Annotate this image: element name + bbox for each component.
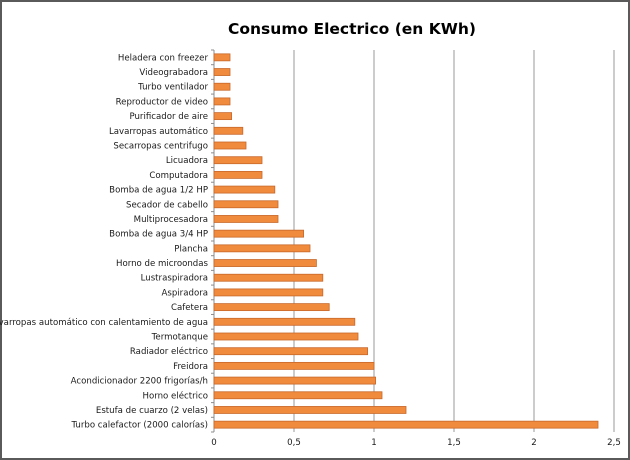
category-label: Plancha bbox=[174, 244, 208, 254]
category-label: Secarropas centrifugo bbox=[113, 142, 208, 152]
category-label: Lavarropas automático con calentamiento … bbox=[0, 318, 208, 328]
category-label: Horno eléctrico bbox=[143, 390, 209, 401]
bar bbox=[213, 317, 356, 326]
bar bbox=[213, 68, 231, 76]
category-label: Computadora bbox=[149, 171, 208, 181]
category-label: Bomba de agua 3/4 HP bbox=[109, 230, 208, 240]
bar bbox=[213, 200, 279, 209]
bar bbox=[213, 288, 324, 297]
category-label: Secador de cabello bbox=[126, 200, 208, 210]
bar bbox=[213, 82, 231, 91]
category-label: Horno de microondas bbox=[116, 259, 209, 269]
bar bbox=[213, 97, 231, 106]
x-tick-label: 1 bbox=[371, 438, 376, 448]
x-tick-label: 2,5 bbox=[607, 438, 621, 448]
bar bbox=[213, 406, 407, 414]
bar bbox=[213, 156, 263, 165]
category-label: Turbo calefactor (2000 calorías) bbox=[70, 421, 208, 431]
bar bbox=[213, 273, 324, 282]
x-axis-ticks: 0 0,5 1 1,5 2 2,5 bbox=[211, 438, 621, 448]
x-tick-label: 0,5 bbox=[287, 438, 301, 448]
category-label: Bomba de agua 1/2 HP bbox=[109, 186, 208, 196]
category-label: Aspiradora bbox=[161, 288, 208, 298]
bar bbox=[213, 170, 263, 179]
category-label: Acondicionador 2200 frigorías/h bbox=[71, 377, 208, 387]
category-label: Licuadora bbox=[166, 156, 208, 166]
bar bbox=[213, 303, 330, 312]
grid-lines bbox=[211, 49, 615, 433]
bar bbox=[213, 332, 359, 341]
bar bbox=[213, 141, 247, 150]
category-label: Heladera con freezer bbox=[118, 53, 209, 63]
bar bbox=[213, 185, 276, 194]
category-label: Videograbadora bbox=[139, 68, 208, 78]
category-label: Turbo ventilador bbox=[137, 83, 208, 93]
category-labels: Heladera con freezer Videograbadora Turbo … bbox=[0, 53, 209, 430]
bar bbox=[213, 112, 233, 121]
x-tick-label: 1,5 bbox=[447, 438, 461, 448]
bar bbox=[213, 215, 279, 223]
bar bbox=[213, 361, 375, 370]
bar bbox=[213, 391, 383, 400]
x-tick-label: 2 bbox=[531, 438, 536, 448]
category-label: Purificador de aire bbox=[129, 112, 208, 122]
bar bbox=[213, 376, 377, 385]
category-label: Lustraspiradora bbox=[141, 274, 208, 284]
category-label: Reproductor de video bbox=[116, 97, 208, 107]
bar bbox=[213, 347, 369, 356]
bar bbox=[213, 126, 244, 135]
category-label: Multiprocesadora bbox=[134, 215, 208, 225]
category-label: Cafetera bbox=[171, 303, 208, 313]
x-tick-label: 0 bbox=[211, 438, 216, 448]
bar bbox=[213, 244, 311, 253]
bar bbox=[213, 53, 231, 62]
chart-title: Consumo Electrico (en KWh) bbox=[228, 20, 476, 38]
category-label: Estufa de cuarzo (2 velas) bbox=[96, 406, 208, 416]
category-label: Freidora bbox=[173, 362, 208, 372]
category-label: Termotanque bbox=[151, 333, 208, 343]
bar bbox=[213, 420, 599, 429]
bars bbox=[213, 53, 599, 429]
category-label: Lavarropas automático bbox=[109, 127, 208, 137]
bar bbox=[213, 229, 304, 238]
bar bbox=[213, 259, 317, 267]
category-label: Radiador eléctrico bbox=[130, 346, 208, 357]
